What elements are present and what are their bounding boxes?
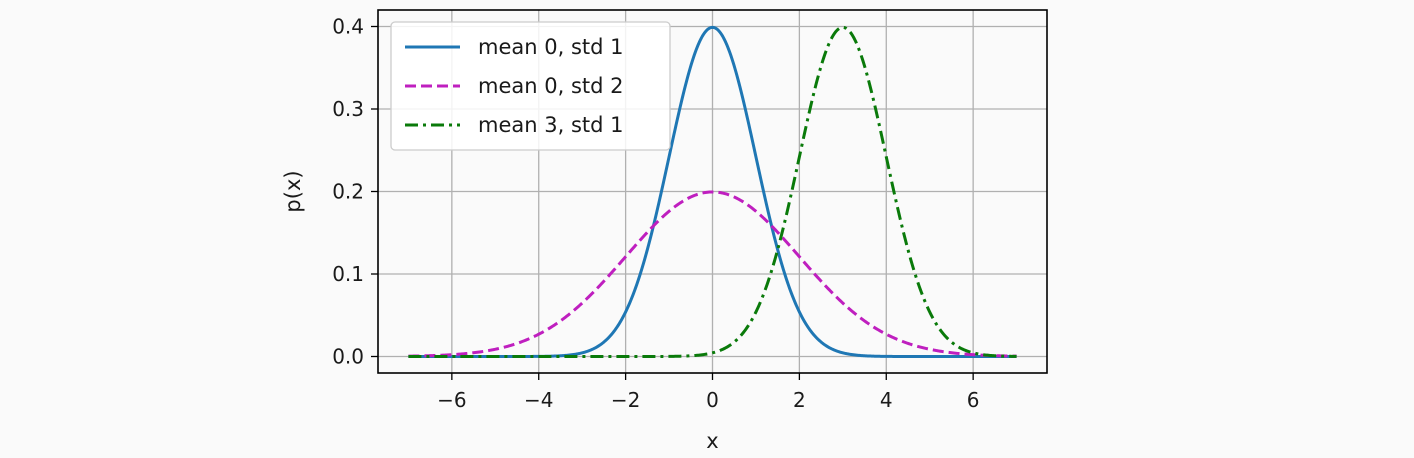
y-tick-label: 0.3 [332,97,364,121]
x-tick-label: 6 [967,388,980,412]
legend-label: mean 3, std 1 [478,113,623,137]
legend: mean 0, std 1 mean 0, std 2 mean 3, std 1 [390,21,671,151]
y-tick-label: 0.0 [332,345,364,369]
x-tick-label: 2 [793,388,806,412]
x-tick-label: −6 [437,388,466,412]
legend-box [390,21,671,151]
y-tick-label: 0.1 [332,262,364,286]
legend-label: mean 0, std 1 [478,35,623,59]
series-line [407,25,1018,358]
y-axis-label: p(x) [281,170,305,212]
legend-label: mean 0, std 2 [478,74,623,98]
x-tick-label: 0 [706,388,719,412]
axis-ticks: −6 −4 −2 0 2 4 6 0.0 0.1 0.2 0.3 0.4 [332,15,979,413]
series-line [407,190,1018,358]
x-tick-label: −4 [524,388,553,412]
x-tick-label: 4 [880,388,893,412]
plot-lines [407,25,1018,358]
y-tick-label: 0.2 [332,180,364,204]
x-tick-label: −2 [611,388,640,412]
x-axis-label: x [706,429,718,453]
series-line [407,25,1018,358]
y-tick-label: 0.4 [332,15,364,39]
